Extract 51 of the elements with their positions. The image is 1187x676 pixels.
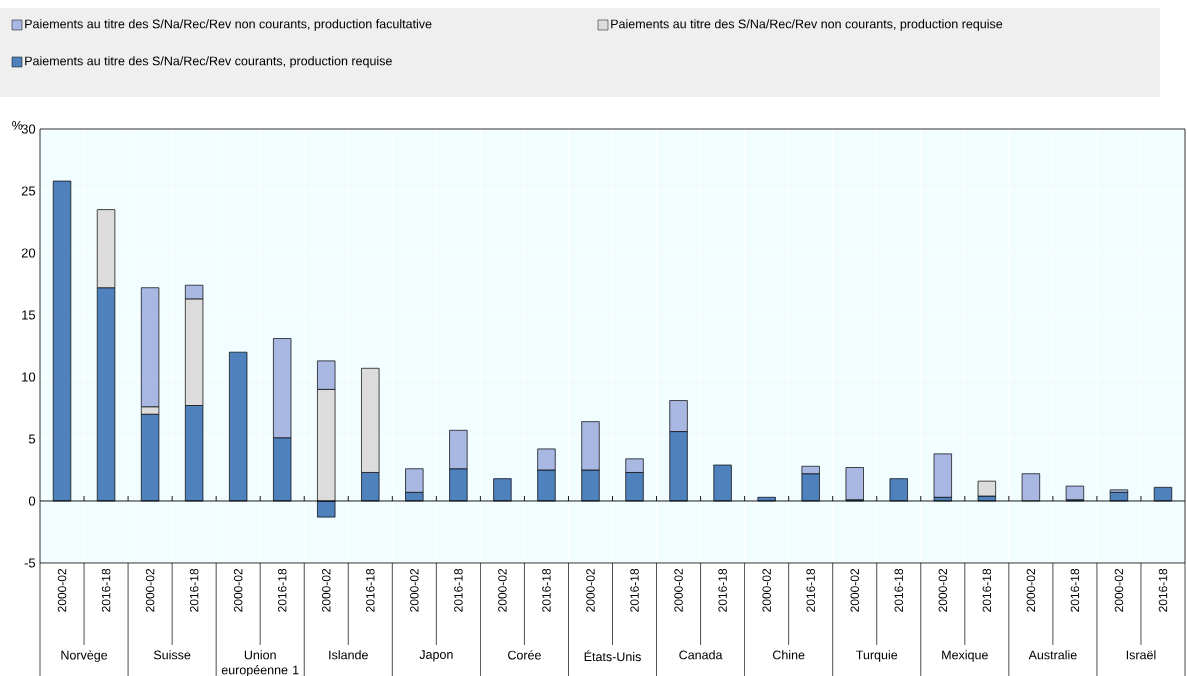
x-tick-label: 2000-02 — [586, 568, 595, 612]
x-tick-label: 2000-02 — [233, 568, 243, 612]
legend-label: Paiements au titre des S/Na/Rec/Rev non courants, production requise — [611, 19, 1003, 31]
x-tick-label: 2016-18 — [542, 568, 551, 612]
text: États-Unis — [584, 650, 641, 662]
x-tick-label: 2016-18 — [454, 568, 463, 612]
text: Mexique — [942, 650, 988, 662]
x-tick-label: 2000-02 — [410, 568, 419, 612]
x-tick-label: 2016-18 — [718, 568, 727, 612]
y-tick-label: 0 — [28, 496, 36, 506]
x-tick-label: 2016-18 — [101, 568, 111, 612]
y-tick-label: 10 — [22, 372, 36, 382]
x-tick-label: 2016-18 — [1070, 568, 1080, 612]
y-tick-label: 30 — [21, 124, 36, 134]
x-tick-label: 2000-02 — [145, 568, 155, 612]
x-tick-label: 2016-18 — [366, 568, 375, 612]
y-tick-label: -5 — [24, 558, 36, 568]
text: Norvège — [61, 650, 108, 662]
y-axis-title: % — [12, 121, 23, 130]
x-tick-label: 2000-02 — [1114, 568, 1124, 612]
legend-label: Paiements au titre des S/Na/Rec/Rev non courants, production facultative — [25, 19, 432, 31]
text: Japon — [419, 650, 453, 662]
x-tick-label: 2000-02 — [762, 568, 771, 612]
text: Israël — [1126, 650, 1156, 660]
x-tick-label: 2000-02 — [674, 568, 683, 612]
x-tick-label: 2000-02 — [938, 568, 948, 612]
x-tick-label: 2000-02 — [850, 568, 859, 612]
x-tick-label: 2000-02 — [1026, 568, 1036, 612]
legend-label: Paiements au titre des S/Na/Rec/Rev courants, production requise — [25, 56, 392, 68]
text: Chine — [772, 650, 805, 660]
text: Suisse — [153, 650, 191, 660]
text: Corée — [508, 650, 541, 660]
x-tick-label: 2000-02 — [322, 568, 331, 612]
text: Union européenne 1 — [221, 650, 299, 676]
x-tick-label: 2000-02 — [498, 568, 507, 612]
x-tick-label: 2016-18 — [806, 568, 815, 612]
text: Canada — [679, 650, 723, 660]
x-tick-label: 2016-18 — [630, 568, 639, 612]
text: Australie — [1028, 650, 1077, 660]
x-tick-label: 2016-18 — [1158, 568, 1168, 612]
x-tick-label: 2016-18 — [189, 568, 199, 612]
x-tick-label: 2016-18 — [894, 568, 904, 612]
y-tick-label: 5 — [28, 434, 36, 444]
text: Turquie — [856, 650, 898, 662]
text: Islande — [329, 650, 368, 660]
x-tick-label: 2016-18 — [277, 568, 287, 612]
x-tick-label: 2000-02 — [57, 568, 67, 612]
y-tick-label: 15 — [22, 310, 36, 320]
x-tick-label: 2016-18 — [982, 568, 992, 612]
y-tick-label: 20 — [21, 248, 36, 258]
y-tick-label: 25 — [21, 186, 36, 196]
